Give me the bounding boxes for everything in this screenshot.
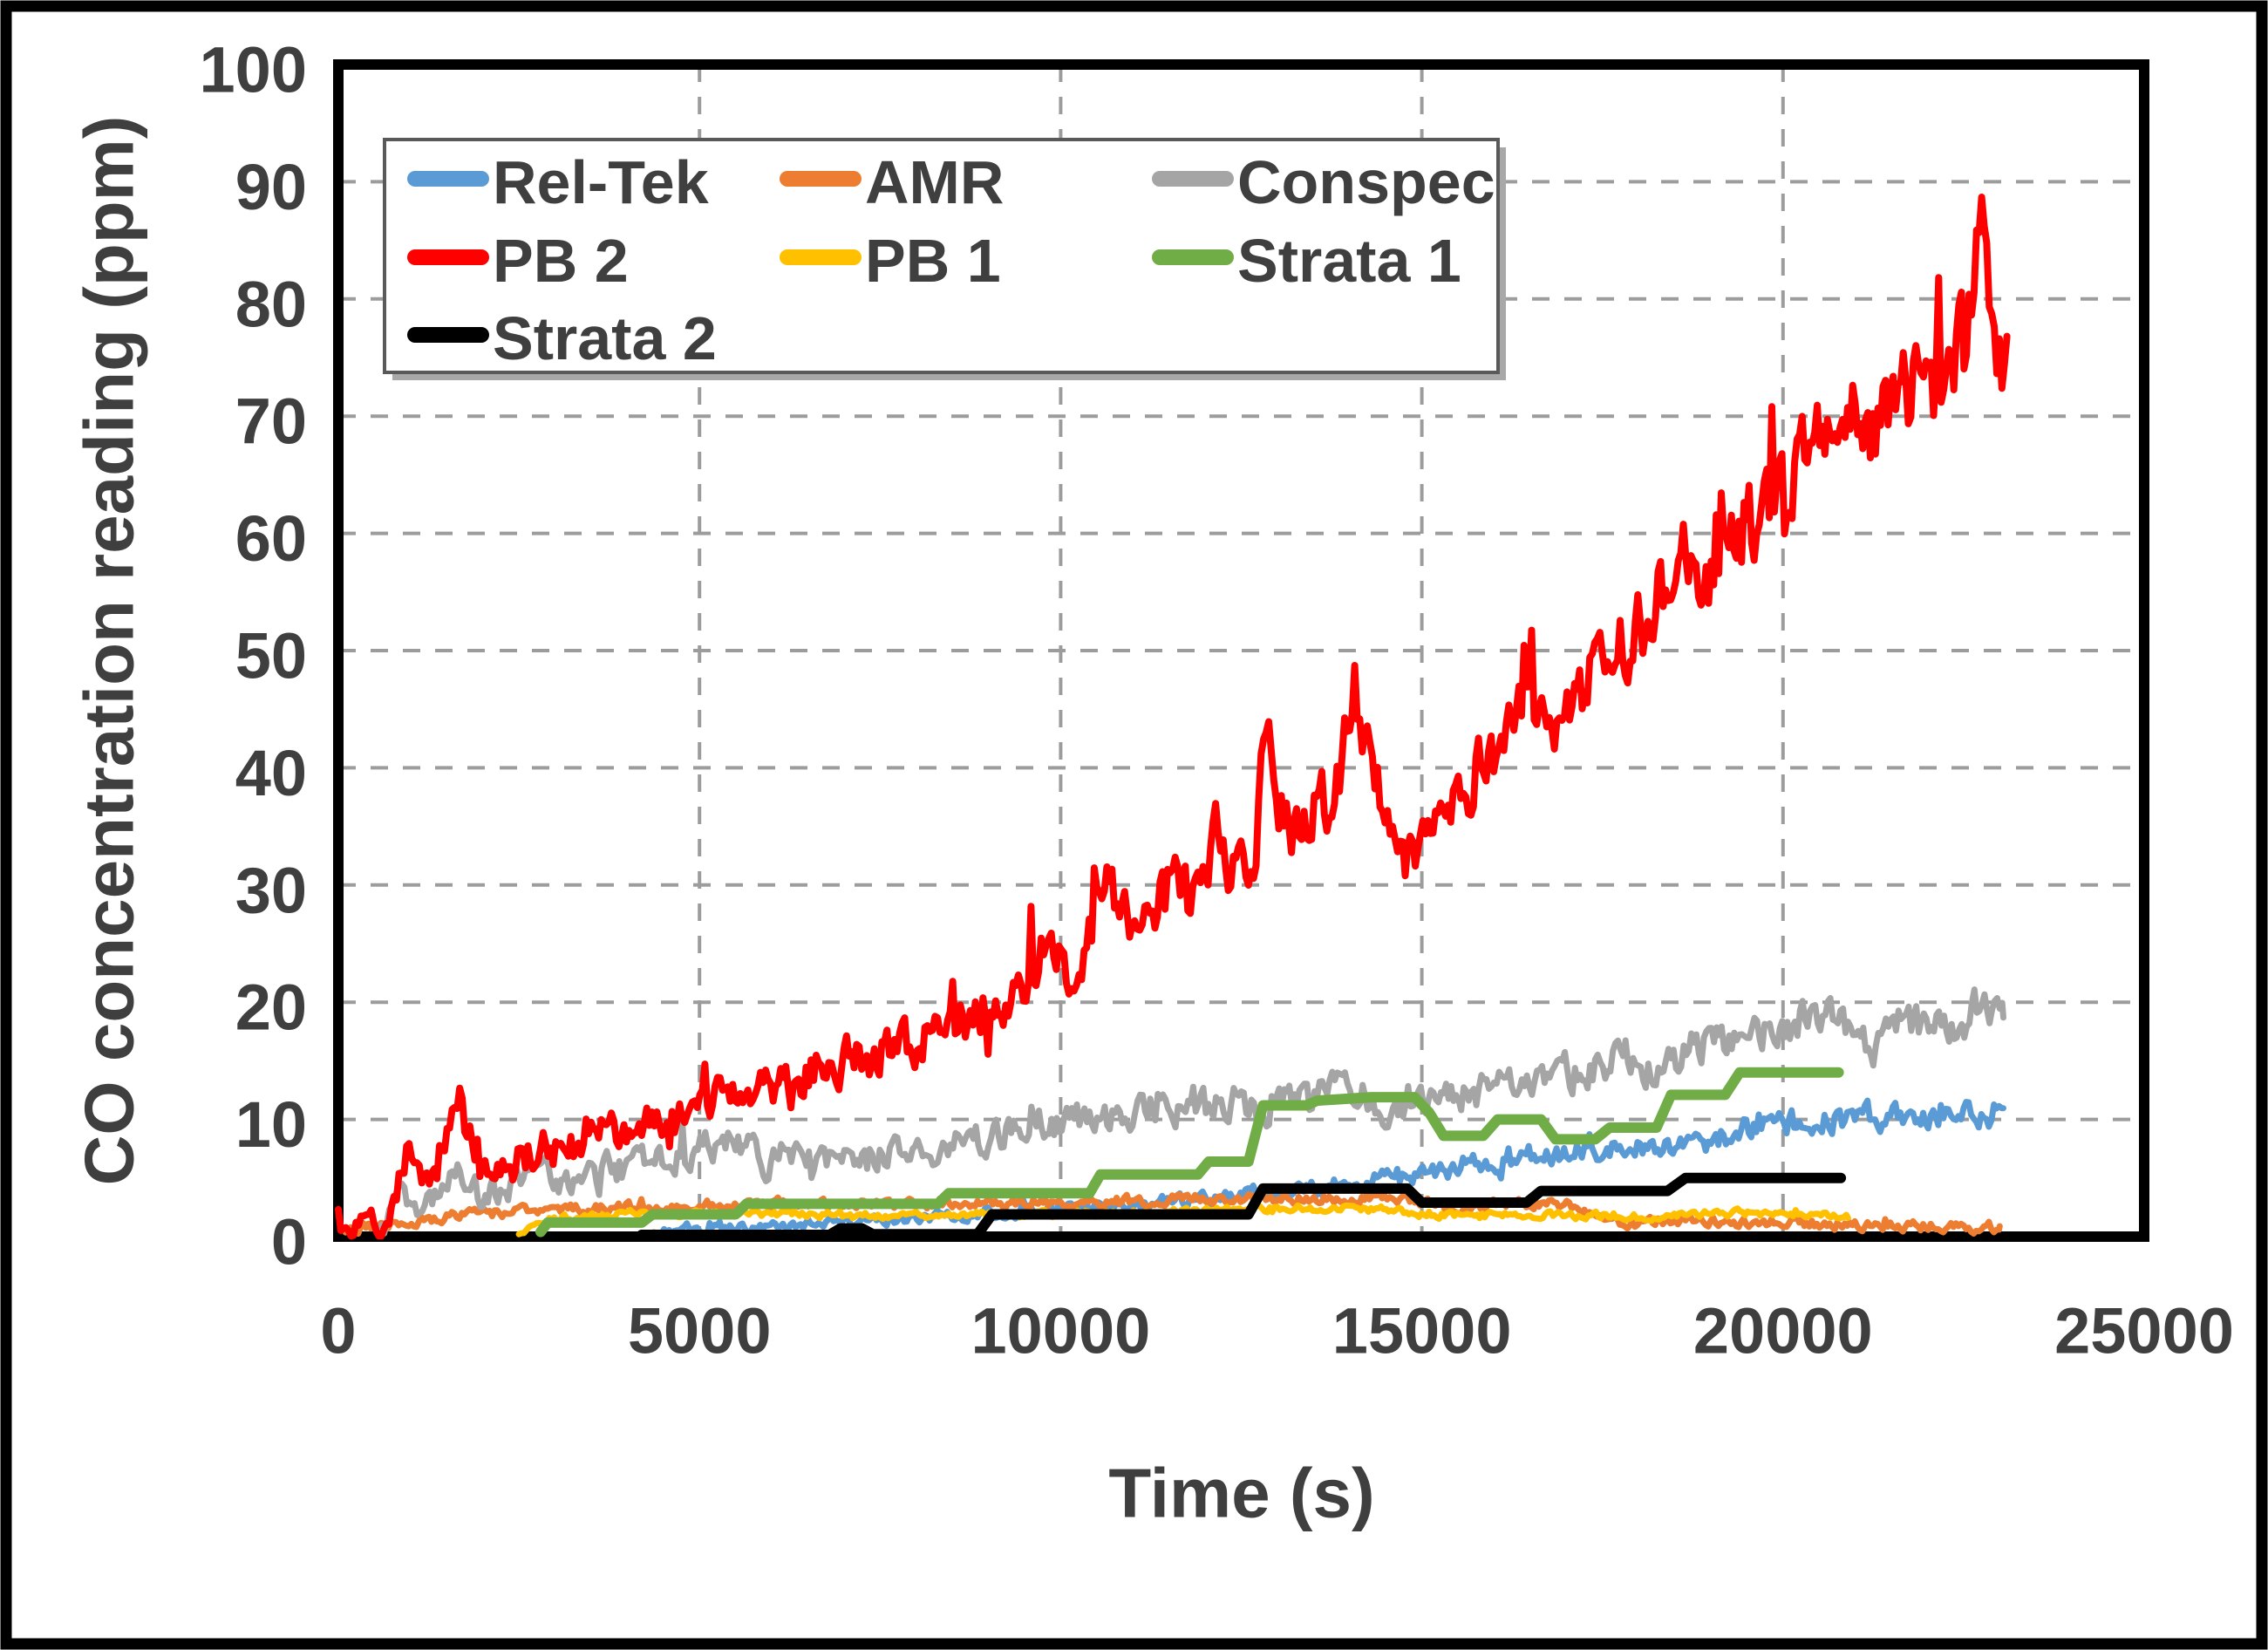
legend-label-amr: AMR — [865, 148, 1004, 216]
plot-area-border — [333, 59, 2149, 1242]
legend-label-conspec: Conspec — [1237, 148, 1495, 216]
y-tick-label-70: 70 — [235, 385, 307, 458]
series-lines — [335, 194, 2011, 1240]
y-tick-label-50: 50 — [235, 620, 307, 692]
legend: Rel-Tek AMR Conspec PB 2 PB 1 Strata 1 Strata … — [383, 138, 1506, 380]
series-line-strata-1 — [535, 1067, 1844, 1238]
x-tick-label-20000: 20000 — [1693, 1295, 1873, 1367]
legend-label-pb-2: PB 2 — [493, 227, 629, 295]
legend-label-strata-2: Strata 2 — [493, 304, 717, 372]
x-axis-tick-labels: 0 5000 10000 15000 20000 25000 — [320, 1295, 2233, 1367]
y-axis-tick-labels: 0 10 20 30 40 50 60 70 80 90 100 — [200, 34, 307, 1278]
series-line-conspec — [378, 986, 2006, 1237]
legend-label-strata-1: Strata 1 — [1237, 227, 1461, 295]
series-line-strata-2 — [636, 1172, 1847, 1240]
x-tick-label-10000: 10000 — [971, 1295, 1151, 1367]
x-tick-label-15000: 15000 — [1332, 1295, 1512, 1367]
legend-item-rel-tek: Rel-Tek — [407, 148, 709, 216]
y-tick-label-10: 10 — [235, 1088, 307, 1161]
legend-label-rel-tek: Rel-Tek — [493, 148, 709, 216]
legend-swatch-strata-2 — [407, 327, 489, 343]
y-tick-label-30: 30 — [235, 854, 307, 926]
y-tick-label-40: 40 — [235, 737, 307, 809]
legend-swatch-conspec — [1152, 171, 1234, 187]
x-axis-title: Time (s) — [1108, 1455, 1374, 1532]
series-line-pb-2 — [335, 194, 2011, 1240]
y-tick-label-20: 20 — [235, 972, 307, 1044]
y-tick-label-100: 100 — [200, 34, 307, 106]
legend-box — [383, 138, 1500, 374]
legend-label-pb-1: PB 1 — [865, 227, 1001, 295]
legend-swatch-amr — [780, 171, 862, 187]
x-tick-label-25000: 25000 — [2054, 1295, 2234, 1367]
x-tick-label-5000: 5000 — [628, 1295, 772, 1367]
legend-item-pb-2: PB 2 — [407, 227, 629, 295]
y-tick-label-0: 0 — [271, 1206, 307, 1278]
y-tick-label-80: 80 — [235, 268, 307, 340]
legend-swatch-strata-1 — [1152, 249, 1234, 265]
legend-item-pb-1: PB 1 — [780, 227, 1001, 295]
y-tick-label-90: 90 — [235, 151, 307, 223]
legend-swatch-pb-1 — [780, 249, 862, 265]
legend-item-conspec: Conspec — [1152, 148, 1495, 216]
legend-item-amr: AMR — [780, 148, 1004, 216]
y-tick-label-60: 60 — [235, 502, 307, 575]
legend-swatch-pb-2 — [407, 249, 489, 265]
legend-item-strata-1: Strata 1 — [1152, 227, 1461, 295]
legend-item-strata-2: Strata 2 — [407, 304, 717, 372]
legend-swatch-rel-tek — [407, 171, 489, 187]
y-axis-title: CO concentration reading (ppm) — [71, 116, 148, 1186]
x-tick-label-0: 0 — [320, 1295, 356, 1367]
